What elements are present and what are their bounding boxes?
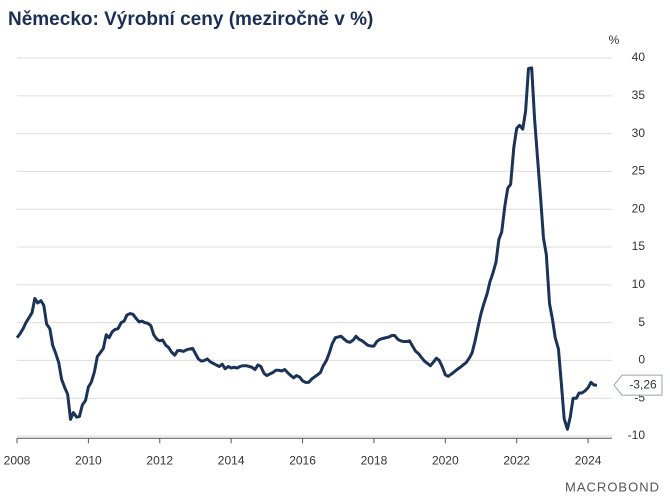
x-tick-label: 2018	[361, 453, 388, 467]
x-tick-label: 2024	[575, 453, 602, 467]
last-value-box	[613, 374, 663, 396]
y-tick-label: -5	[634, 390, 645, 404]
y-tick-label: 40	[632, 50, 646, 64]
y-tick-label: 5	[638, 315, 645, 329]
x-tick-label: 2012	[146, 453, 173, 467]
line-series	[15, 66, 598, 431]
last-value-label: -3,26	[629, 377, 657, 391]
y-tick-label: 30	[632, 126, 646, 140]
y-tick-label: 35	[632, 88, 646, 102]
y-tick-label: 10	[632, 277, 646, 291]
x-tick-label: 2022	[503, 453, 530, 467]
x-tick-label: 2010	[75, 453, 102, 467]
x-tick-label: 2008	[4, 453, 31, 467]
x-tick-label: 2020	[432, 453, 459, 467]
source-logo: MACROBOND	[565, 479, 660, 494]
y-tick-label: -10	[628, 428, 646, 442]
x-tick-label: 2016	[289, 453, 316, 467]
y-tick-label: 25	[632, 164, 646, 178]
y-tick-label: 0	[638, 353, 645, 367]
chart-title: Německo: Výrobní ceny (meziročně v %)	[8, 9, 373, 30]
y-tick-label: 20	[632, 201, 646, 215]
y-tick-label: 15	[632, 239, 646, 253]
x-tick-label: 2014	[218, 453, 245, 467]
y-unit: %	[609, 33, 620, 47]
